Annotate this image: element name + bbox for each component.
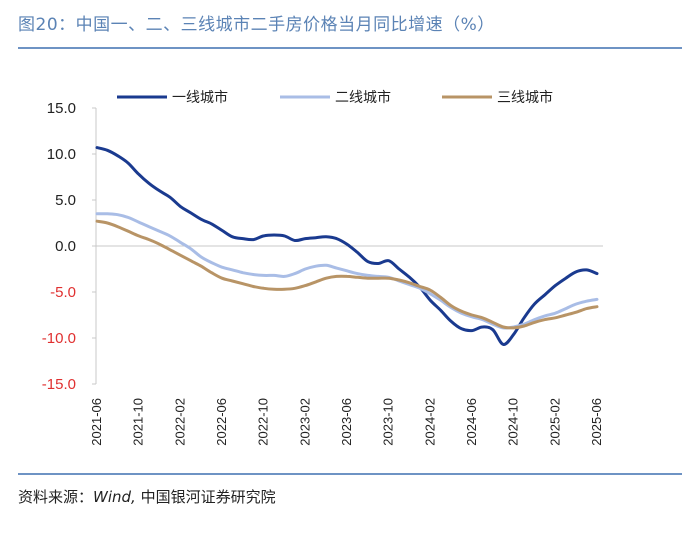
source-sep: , (131, 488, 141, 506)
series-line-tier2 (95, 212, 599, 330)
source-org: 中国银河证券研究院 (140, 488, 276, 506)
y-tick-label: 10.0 (47, 146, 76, 163)
y-tick-label: -10.0 (42, 330, 76, 347)
x-tick-label: 2023-10 (381, 398, 396, 446)
source-wind: Wind (93, 488, 132, 506)
chart-series (95, 146, 599, 346)
x-tick-label: 2021-06 (89, 398, 104, 446)
x-tick-label: 2022-02 (172, 398, 187, 446)
x-tick-label: 2025-02 (547, 398, 562, 446)
y-tick-label: 0.0 (55, 238, 76, 255)
chart-legend: 一线城市 二线城市 三线城市 (117, 89, 553, 106)
x-tick-label: 2023-06 (339, 398, 354, 446)
series-line-tier3 (95, 219, 599, 330)
legend-label-tier1: 一线城市 (172, 89, 228, 106)
x-tick-label: 2024-02 (422, 398, 437, 446)
x-tick-label: 2024-10 (506, 398, 521, 446)
legend-label-tier3: 三线城市 (497, 89, 553, 106)
y-tick-label: 15.0 (47, 100, 76, 117)
bottom-rule (18, 473, 682, 475)
x-tick-label: 2025-06 (589, 398, 604, 446)
x-tick-label: 2024-06 (464, 398, 479, 446)
figure-title: 图20：中国一、二、三线城市二手房价格当月同比增速（%） (18, 15, 495, 35)
x-tick-label: 2022-10 (256, 398, 271, 446)
source-note: 资料来源：Wind, 中国银河证券研究院 (18, 486, 276, 507)
legend-label-tier2: 二线城市 (335, 89, 391, 106)
x-tick-label: 2021-10 (131, 398, 146, 446)
y-tick-label: 5.0 (55, 192, 76, 209)
source-label: 资料来源： (18, 488, 94, 506)
y-axis: 15.0 10.0 5.0 0.0 -5.0 -10.0 -15.0 (42, 100, 97, 393)
y-tick-label: -5.0 (50, 284, 76, 301)
x-tick-label: 2023-02 (297, 398, 312, 446)
chart: 一线城市 二线城市 三线城市 15.0 10.0 5.0 0.0 -5.0 -10.0 -15.… (42, 89, 604, 446)
top-rule (18, 47, 682, 49)
x-tick-label: 2022-06 (214, 398, 229, 446)
y-tick-label: -15.0 (42, 376, 76, 393)
series-line-tier1 (95, 146, 599, 346)
